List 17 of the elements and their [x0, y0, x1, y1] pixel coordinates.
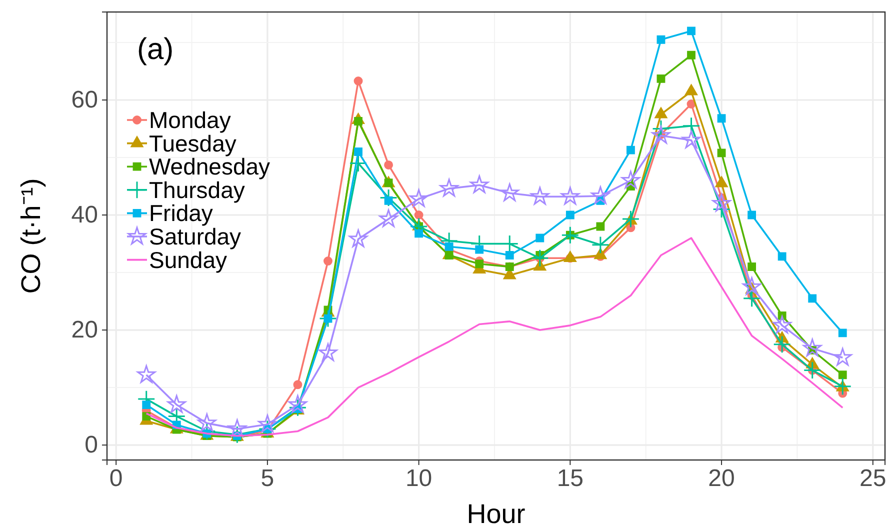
- y-tick-label: 40: [71, 202, 98, 229]
- x-tick-label: 20: [708, 465, 735, 492]
- x-tick-label: 10: [405, 465, 432, 492]
- x-tick-label: 25: [860, 465, 886, 492]
- legend-label: Monday: [149, 107, 232, 133]
- annotation: (a): [137, 33, 174, 66]
- y-axis-title: CO (t·h⁻¹): [16, 178, 46, 294]
- y-tick-label: 60: [71, 86, 98, 114]
- x-axis-title: Hour: [466, 499, 526, 529]
- x-tick-label: 5: [260, 465, 274, 492]
- x-tick-label: 15: [556, 465, 584, 492]
- legend-label: Friday: [149, 200, 214, 226]
- y-tick-label: 20: [71, 316, 98, 344]
- legend-label: Thursday: [149, 176, 246, 203]
- x-tick-label: 0: [109, 465, 123, 492]
- legend-label: Sunday: [149, 246, 228, 273]
- y-tick-label: 0: [84, 432, 98, 459]
